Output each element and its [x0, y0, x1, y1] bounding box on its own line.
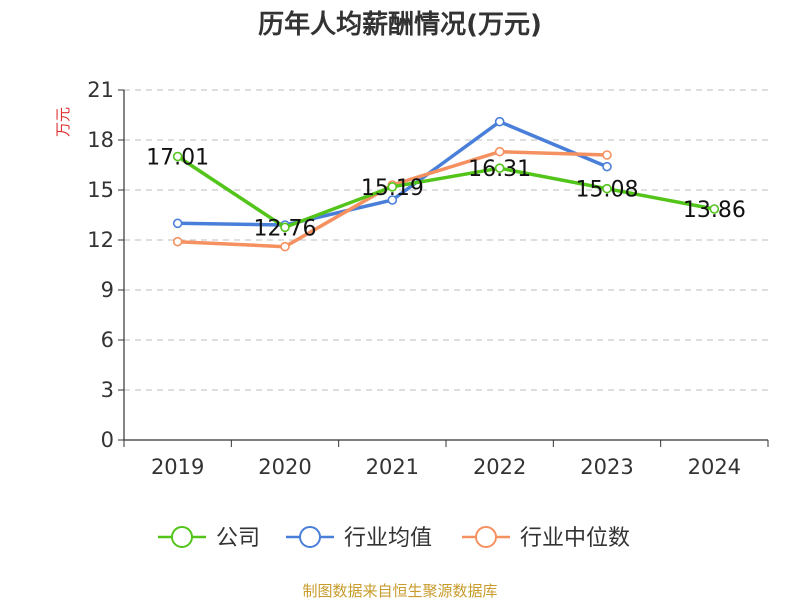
legend-label: 公司: [216, 526, 260, 551]
data-point: [172, 218, 183, 229]
data-point: [709, 204, 720, 214]
x-tick-label: 2023: [580, 455, 633, 479]
data-label: 16.31: [468, 157, 531, 182]
x-tick-label: 2024: [688, 455, 741, 479]
legend-label: 行业均值: [344, 526, 432, 551]
y-tick-label: 12: [87, 228, 114, 252]
data-point: [172, 236, 183, 247]
data-point: [494, 146, 505, 157]
y-tick-label: 6: [101, 328, 114, 352]
data-label: 15.08: [576, 178, 639, 203]
x-tick-label: 2022: [473, 455, 526, 479]
data-point: [494, 116, 505, 127]
data-label: 12.76: [254, 216, 317, 241]
data-point: [387, 182, 398, 192]
data-point: [280, 241, 290, 252]
legend-item: 行业均值: [286, 526, 432, 551]
legend-label: 行业中位数: [520, 526, 630, 551]
y-axis-label: 万元: [54, 107, 72, 137]
x-tick-label: 2019: [151, 455, 204, 479]
data-point: [602, 150, 612, 160]
legend-item: 公司: [158, 526, 260, 551]
series-line-0: [175, 154, 717, 230]
axis-layer: 0 3 6 9 12 15 18 21 2019 2020 2021 2022 2023 2024: [87, 78, 769, 479]
x-tick-label: 2020: [258, 455, 311, 479]
series-line-1: [175, 119, 609, 227]
data-label-layer: 17.01 12.76 15.19 16.31 15.08 13.86: [146, 146, 746, 242]
y-tick-label: 3: [101, 378, 114, 402]
legend-item: 行业中位数: [462, 526, 630, 551]
data-point: [602, 161, 612, 172]
y-tick-label: 0: [101, 428, 114, 452]
y-tick-label: 9: [101, 278, 114, 302]
x-tick-label: 2021: [366, 455, 419, 479]
data-point: [172, 151, 183, 162]
y-tick-label: 15: [87, 178, 114, 202]
data-point: [280, 222, 290, 233]
data-label: 15.19: [361, 176, 424, 201]
legend-marker: [475, 526, 497, 548]
grid-layer: [124, 89, 768, 391]
data-label: 17.01: [146, 146, 209, 171]
chart-title: 历年人均薪酬情况(万元): [258, 9, 542, 40]
series-layer: [172, 116, 720, 252]
data-point: [494, 163, 505, 173]
data-label: 13.86: [683, 198, 746, 223]
legend-marker: [299, 526, 321, 548]
y-tick-label: 21: [87, 78, 114, 102]
data-point: [602, 183, 612, 194]
source-note: 制图数据来自恒生聚源数据库: [302, 582, 497, 600]
legend: 公司 行业均值 行业中位数: [158, 526, 630, 551]
y-tick-label: 18: [87, 128, 114, 152]
legend-marker: [171, 526, 193, 548]
data-point: [387, 195, 398, 205]
